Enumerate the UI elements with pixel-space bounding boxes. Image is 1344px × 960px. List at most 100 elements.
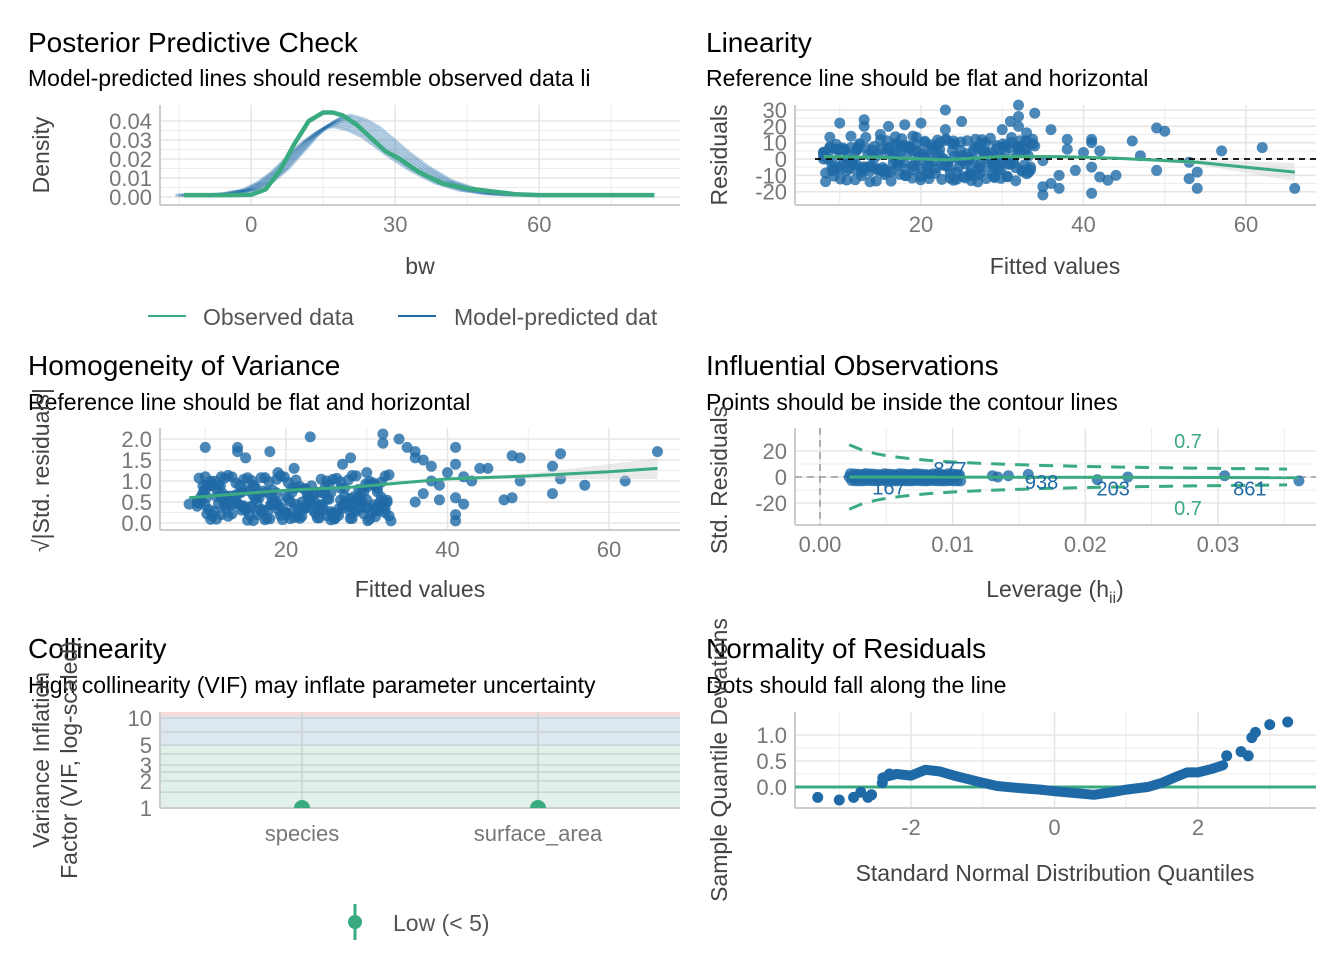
residual-point (907, 130, 919, 142)
panel-title: Normality of Residuals (706, 633, 986, 664)
std-residual-point (546, 488, 558, 500)
residual-point (1216, 145, 1228, 157)
residual-point (948, 135, 959, 147)
panel-posterior-predictive-check: Posterior Predictive Check Model-predict… (28, 27, 680, 330)
y-tick-label: 10 (763, 131, 787, 156)
qq-point (812, 791, 824, 803)
y-tick-label: -20 (755, 180, 787, 205)
std-residual-point (433, 494, 445, 506)
std-residual-point (345, 507, 357, 518)
residual-point (1020, 135, 1032, 147)
std-residual-point (253, 492, 265, 504)
y-tick-label: 0.5 (121, 490, 152, 515)
residual-point (1159, 125, 1171, 137)
x-axis-label-close: ) (1116, 576, 1124, 602)
qq-points-dense (877, 760, 1229, 800)
y-tick-label: 0.0 (121, 511, 152, 536)
y-tick-label: 0.03 (109, 128, 152, 153)
std-residual-point (199, 471, 211, 483)
std-residual-point (215, 471, 227, 483)
y-tick-label: 20 (763, 439, 787, 464)
residual-point (988, 171, 1000, 183)
x-tick-label: 0.00 (799, 532, 842, 557)
residual-point (1053, 169, 1065, 181)
residual-point (883, 120, 894, 132)
std-residual-point (282, 493, 294, 505)
std-residual-point (506, 492, 518, 504)
std-residual-point (320, 475, 332, 487)
y-tick-label: 10 (128, 706, 152, 731)
y-axis-label: Std. Residuals (706, 406, 732, 554)
residual-point (864, 176, 876, 188)
y-tick-label: 0.00 (109, 185, 152, 210)
std-residual-point (296, 496, 308, 508)
std-residual-point (335, 476, 347, 488)
residual-point (1008, 157, 1020, 169)
x-axis-label: bw (405, 253, 435, 279)
panel-subtitle: High collinearity (VIF) may inflate para… (28, 672, 596, 698)
y-axis-label-line1: Variance Inflation (28, 672, 54, 848)
residual-point (1004, 142, 1016, 154)
std-residual-point (417, 488, 429, 500)
std-residual-point (255, 503, 267, 515)
std-residual-point (248, 479, 260, 491)
std-residual-point (361, 467, 373, 479)
std-residual-point (442, 467, 453, 479)
residual-point (834, 173, 846, 185)
std-residual-point (375, 491, 387, 503)
panel-influential-observations: Influential Observations Points should b… (706, 350, 1316, 607)
std-residual-point (579, 479, 591, 491)
panel-linearity: Linearity Reference line should be flat … (706, 27, 1316, 279)
panel-subtitle: Dots should fall along the line (706, 672, 1006, 698)
y-tick-label: -10 (755, 163, 787, 188)
observation-label: 203 (1097, 479, 1130, 501)
y-tick-label: 0.01 (109, 166, 152, 191)
x-tick-label: 30 (383, 212, 407, 237)
vif-point (530, 800, 546, 808)
x-tick-label: 40 (1071, 212, 1095, 237)
std-residual-point (401, 441, 413, 453)
observation-point (1002, 470, 1014, 482)
panel-normality-of-residuals: Normality of Residuals Dots should fall … (706, 618, 1316, 902)
std-residual-point (450, 515, 462, 527)
residual-point (874, 164, 886, 176)
panel-title: Linearity (706, 27, 812, 58)
panel-title: Homogeneity of Variance (28, 350, 340, 381)
y-tick-label: 30 (763, 98, 787, 123)
residual-point (860, 131, 872, 143)
std-residual-point (393, 433, 405, 445)
vif-point (294, 800, 310, 808)
residual-point (1061, 143, 1073, 155)
x-tick-label: 0.01 (931, 532, 974, 557)
observation-label: 861 (1233, 479, 1266, 501)
residual-point (1004, 115, 1016, 127)
residual-point (1289, 182, 1301, 194)
observation-label: 938 (1025, 472, 1058, 494)
std-residual-point (240, 452, 252, 464)
residual-point (1013, 99, 1024, 111)
residual-point (939, 160, 951, 172)
residual-point (980, 137, 992, 149)
panel-homogeneity-of-variance: Homogeneity of Variance Reference line s… (28, 350, 680, 602)
residual-point (972, 176, 984, 188)
residual-point (899, 119, 911, 131)
residual-point (1001, 170, 1013, 182)
observation-point (858, 469, 870, 481)
x-tick-label: 0.03 (1197, 532, 1240, 557)
y-axis-label: Density (28, 116, 54, 193)
x-tick-label: 2 (1192, 815, 1204, 840)
x-tick-label: 60 (527, 212, 551, 237)
panel-title: Posterior Predictive Check (28, 27, 359, 58)
std-residual-point (514, 452, 526, 464)
residual-point (850, 145, 862, 157)
panel-subtitle: Model-predicted lines should resemble ob… (28, 65, 591, 91)
legend: Low (< 5) (348, 904, 490, 940)
y-tick-label: 1.5 (121, 448, 152, 473)
qq-point (1282, 716, 1294, 728)
residual-point (1086, 187, 1098, 199)
std-residual-point (458, 498, 470, 510)
qq-point (866, 789, 878, 801)
residual-point (972, 143, 984, 155)
std-residual-point (263, 476, 275, 488)
residual-point (1021, 168, 1033, 180)
